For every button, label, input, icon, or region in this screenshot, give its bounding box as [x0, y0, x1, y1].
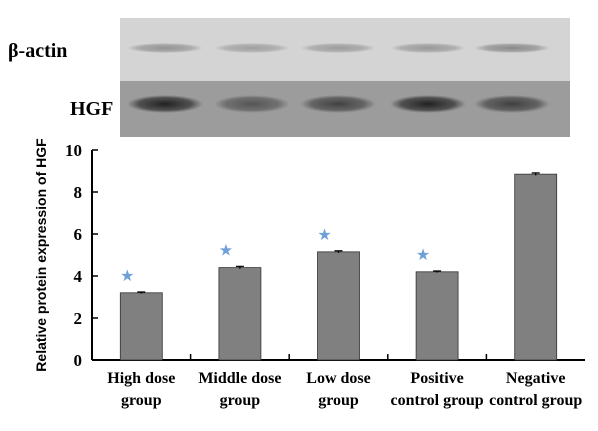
y-axis-label: Relative protein expression of HGF [33, 138, 49, 372]
bar-4 [415, 271, 459, 361]
x-tick-label: Positive [410, 370, 463, 387]
bar-5 [514, 173, 558, 361]
blot-band-beta-actin-lane-3 [300, 43, 376, 53]
x-tick-label: group [318, 392, 359, 409]
western-blot [120, 18, 570, 137]
y-tick-label: 8 [74, 183, 83, 202]
blot-band-beta-actin-lane-5 [474, 43, 550, 53]
blot-band-hgf-lane-2 [214, 95, 290, 113]
significance-star-icon: ★ [219, 241, 233, 260]
y-tick-label: 2 [74, 309, 83, 328]
y-tick-label: 4 [74, 267, 83, 286]
blot-band-hgf-lane-4 [390, 95, 466, 113]
blot-band-beta-actin-lane-4 [390, 43, 466, 53]
blot-band-hgf-lane-3 [300, 95, 376, 113]
x-tick-label: control group [489, 392, 582, 409]
bar-1 [119, 292, 163, 361]
x-tick-label: High dose [107, 370, 175, 387]
y-tick-label: 10 [65, 141, 82, 160]
y-tick-label: 6 [74, 225, 83, 244]
y-tick-label: 0 [74, 351, 83, 370]
significance-star-icon: ★ [416, 245, 430, 264]
bar-2 [218, 267, 262, 361]
blot-label-beta-actin: β-actin [8, 40, 68, 62]
blot-band-beta-actin-lane-1 [127, 43, 203, 53]
x-tick-label: Negative [506, 370, 566, 387]
significance-star-icon: ★ [317, 225, 331, 244]
blot-band-hgf-lane-5 [474, 95, 550, 113]
x-tick-label: group [220, 392, 261, 409]
x-tick-label: group [121, 392, 162, 409]
blot-label-hgf: HGF [70, 98, 114, 120]
significance-star-icon: ★ [120, 266, 134, 285]
x-tick-label: control group [390, 392, 483, 409]
x-tick-label: Low dose [306, 370, 370, 387]
bar-3 [317, 251, 360, 361]
blot-band-hgf-lane-1 [127, 95, 203, 113]
blot-band-beta-actin-lane-2 [214, 43, 290, 53]
x-tick-label: Middle dose [198, 370, 281, 387]
